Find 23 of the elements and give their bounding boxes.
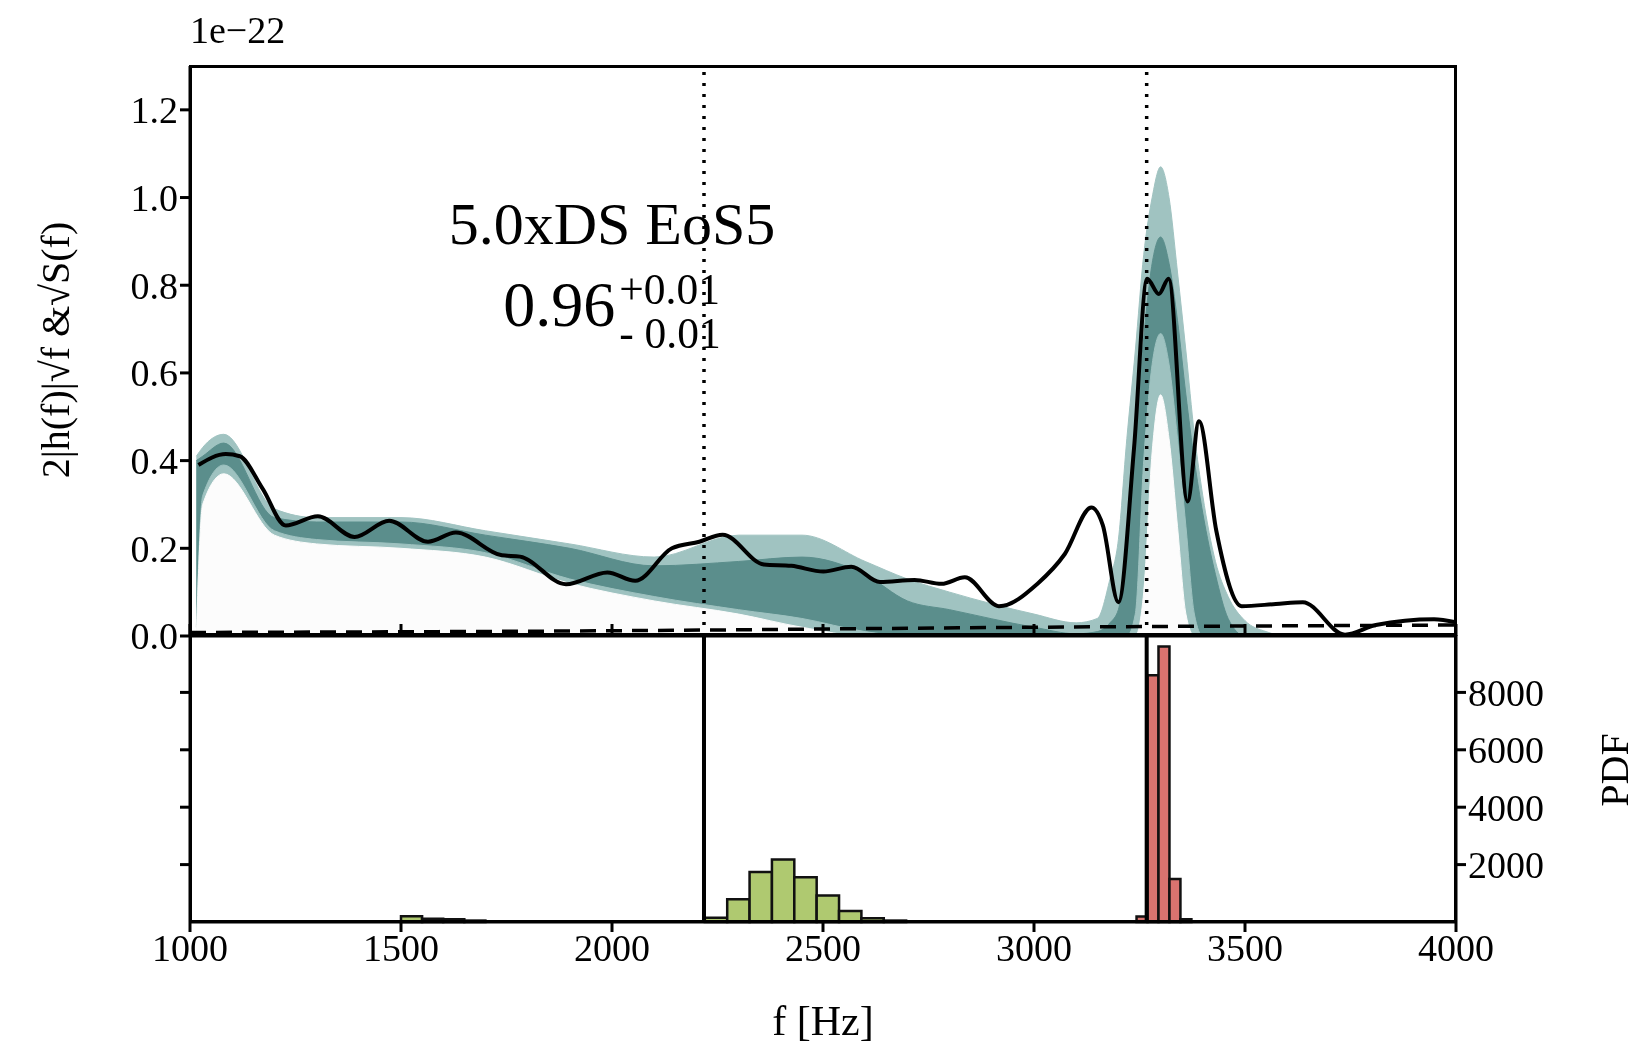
y-axis-title: PDF [1590, 733, 1638, 807]
x-tick-label: 4000 [1418, 926, 1494, 969]
y-tick-label: 4000 [1468, 786, 1544, 829]
y-axis-title: 2|h(f)|√f &√S(f) [31, 221, 79, 479]
y-tick-label: 1.0 [130, 177, 178, 220]
y-tick-label: 0.4 [130, 440, 178, 483]
x-tick-label: 1000 [152, 926, 228, 969]
y-tick-label: 1.2 [130, 89, 178, 132]
y-tick-label: 0.2 [130, 527, 178, 570]
annotation: 5.0xDS EoS5 [448, 191, 776, 257]
x-tick-label: 3500 [1207, 926, 1283, 969]
y-tick-label: 8000 [1468, 671, 1544, 714]
text: 1e−22 [190, 9, 286, 51]
y-tick-label: 6000 [1468, 729, 1544, 772]
x-tick-label: 2500 [785, 926, 861, 969]
y-tick-label: 0.6 [130, 352, 178, 395]
x-axis-title: f [Hz] [772, 997, 874, 1045]
y-tick-label: 2000 [1468, 844, 1544, 887]
y-tick-label: 0.8 [130, 264, 178, 307]
x-tick-label: 2000 [574, 926, 650, 969]
x-tick-label: 1500 [363, 926, 439, 969]
y-tick-label: 0.0 [130, 615, 178, 658]
x-tick-label: 3000 [996, 926, 1072, 969]
